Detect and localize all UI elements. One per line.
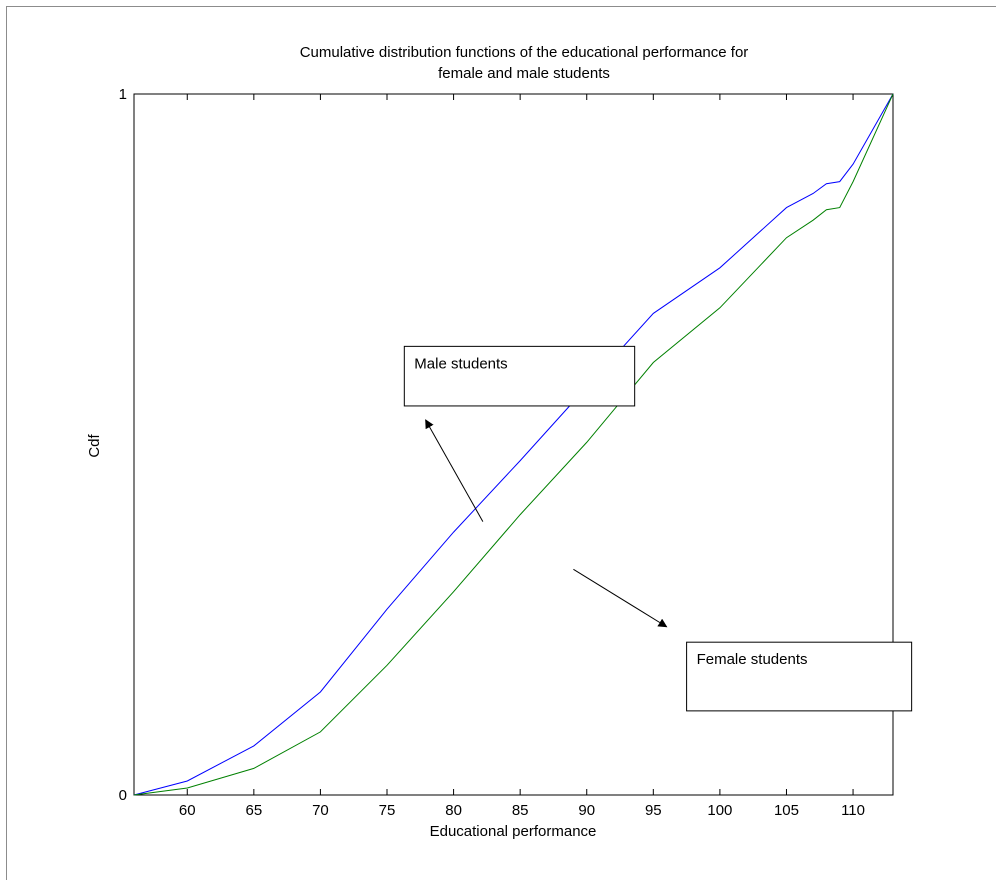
x-tick-label-10: 110: [841, 802, 865, 819]
annotation-box-0: [403, 345, 636, 407]
x-tick-label-5: 85: [512, 802, 529, 819]
x-tick-label-2: 70: [312, 802, 329, 819]
x-tick-label-7: 95: [645, 802, 662, 819]
annotation-arrow-0: [425, 419, 484, 522]
annotation-box-1: [686, 641, 913, 712]
x-tick-label-9: 105: [774, 802, 799, 819]
x-axis-label: Educational performance: [430, 823, 597, 840]
x-tick-label-4: 80: [445, 802, 462, 819]
x-tick-label-3: 75: [379, 802, 396, 819]
annotation-label-1: Female students: [697, 651, 808, 668]
axis-ticks: 60 65 70 75 80 85 90 95 100 105 110 0 1: [119, 86, 893, 819]
y-axis-label: Cdf: [86, 433, 103, 457]
chart-title-line-2: female and male students: [438, 65, 610, 82]
annotation-label-0: Male students: [414, 355, 507, 372]
x-tick-label-6: 90: [578, 802, 595, 819]
y-tick-label-1: 1: [119, 86, 127, 103]
chart-title-line-1: Cumulative distribution functions of the…: [300, 44, 749, 61]
figure-frame: [6, 6, 996, 880]
y-tick-label-0: 0: [119, 787, 127, 804]
annotation-arrow-1: [573, 568, 668, 628]
x-tick-label-8: 100: [707, 802, 732, 819]
annotations: Male students Female students: [403, 345, 913, 712]
x-tick-label-1: 65: [245, 802, 262, 819]
x-tick-label-0: 60: [179, 802, 196, 819]
